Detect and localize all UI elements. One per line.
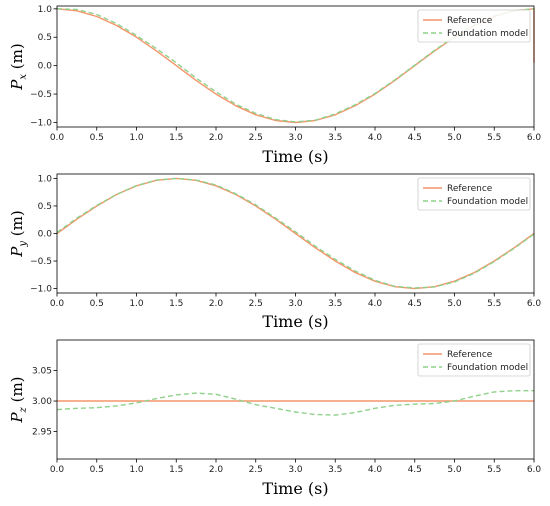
x-tick-label: 1.5 [169, 299, 183, 309]
x-tick-label: 3.0 [288, 465, 303, 475]
x-tick-label: 2.5 [249, 133, 263, 143]
x-tick-label: 0.5 [90, 299, 104, 309]
y-tick-label: 1.0 [38, 174, 53, 184]
y-tick-label: 1.0 [38, 5, 53, 15]
x-tick-label: 3.5 [328, 133, 342, 143]
legend-label: Foundation model [447, 29, 528, 39]
y-tick-label: −0.5 [30, 90, 52, 100]
series-line-foundation-model [56, 390, 534, 416]
subplot-3: 0.0 0.5 1.0 1.5 2.0 2.5 3.0 3.5 4.0 4.5 5.0 5.5 6.0 2… [8, 339, 542, 498]
legend-label: Reference [447, 184, 493, 194]
x-tick-label: 3.0 [288, 299, 303, 309]
x-tick-label: 1.0 [129, 465, 144, 475]
legend-box [417, 177, 531, 211]
x-tick-label: 5.5 [487, 299, 501, 309]
legend-box [417, 9, 531, 43]
x-tick-label: 5.5 [487, 465, 501, 475]
y-tick-label: 3.05 [32, 367, 52, 377]
x-tick-label: 6.0 [527, 465, 542, 475]
x-tick-label: 5.5 [487, 133, 501, 143]
x-axis-label: Time (s) [262, 147, 328, 166]
x-tick-label: 4.0 [368, 133, 383, 143]
legend: Reference Foundation model [417, 177, 531, 211]
x-tick-label: 3.5 [328, 465, 342, 475]
y-tick-label: 0.5 [38, 202, 52, 212]
legend-label: Reference [447, 350, 493, 360]
x-tick-label: 4.5 [408, 299, 422, 309]
x-tick-label: 5.0 [447, 465, 462, 475]
x-tick-label: 1.0 [129, 299, 144, 309]
y-tick-label: 3.00 [32, 397, 52, 407]
x-axis-label: Time (s) [262, 479, 328, 498]
y-axis-label: Pz (m) [8, 376, 29, 423]
legend: Reference Foundation model [417, 9, 531, 43]
x-tick-label: 5.0 [447, 133, 462, 143]
subplot-2: 0.0 0.5 1.0 1.5 2.0 2.5 3.0 3.5 4.0 4.5 5.0 5.5 6.0 −… [8, 173, 542, 331]
legend-label: Reference [447, 16, 493, 26]
x-tick-label: 5.0 [447, 299, 462, 309]
x-tick-label: 6.0 [527, 133, 542, 143]
y-axis-label: Px (m) [8, 43, 29, 90]
y-tick-label: 0.0 [38, 230, 53, 240]
x-tick-label: 2.5 [249, 299, 263, 309]
x-tick-label: 0.5 [90, 465, 104, 475]
x-tick-label: 1.0 [129, 133, 144, 143]
x-tick-label: 3.0 [288, 133, 303, 143]
x-tick-label: 4.5 [408, 465, 422, 475]
x-tick-label: 0.0 [50, 465, 65, 475]
x-tick-label: 0.0 [50, 133, 65, 143]
legend-label: Foundation model [447, 197, 528, 207]
legend: Reference Foundation model [417, 343, 531, 377]
x-tick-label: 1.5 [169, 465, 183, 475]
x-tick-label: 1.5 [169, 133, 183, 143]
x-tick-label: 4.5 [408, 133, 422, 143]
x-tick-label: 0.0 [50, 299, 65, 309]
x-axis-label: Time (s) [262, 312, 328, 331]
y-tick-label: −0.5 [30, 257, 52, 267]
x-tick-label: 4.0 [368, 465, 383, 475]
y-tick-label: −1.0 [30, 118, 52, 128]
x-tick-label: 0.5 [90, 133, 104, 143]
x-tick-label: 2.0 [209, 299, 224, 309]
y-tick-label: −1.0 [30, 285, 52, 295]
y-tick-label: 0.5 [38, 33, 52, 43]
x-tick-label: 2.5 [249, 465, 263, 475]
x-tick-label: 2.0 [209, 465, 224, 475]
x-tick-label: 6.0 [527, 299, 542, 309]
series-line-foundation-model [56, 177, 535, 289]
y-tick-label: 0.0 [38, 62, 53, 72]
legend-label: Foundation model [447, 363, 528, 373]
x-tick-label: 2.0 [209, 133, 224, 143]
x-tick-label: 3.5 [328, 299, 342, 309]
subplot-1: 0.0 0.5 1.0 1.5 2.0 2.5 3.0 3.5 4.0 4.5 5.0 5.5 6.0 −… [8, 5, 541, 166]
y-tick-label: 2.95 [32, 428, 52, 438]
x-tick-label: 4.0 [368, 299, 383, 309]
legend-box [417, 343, 531, 377]
y-axis-label: Py (m) [8, 210, 29, 257]
